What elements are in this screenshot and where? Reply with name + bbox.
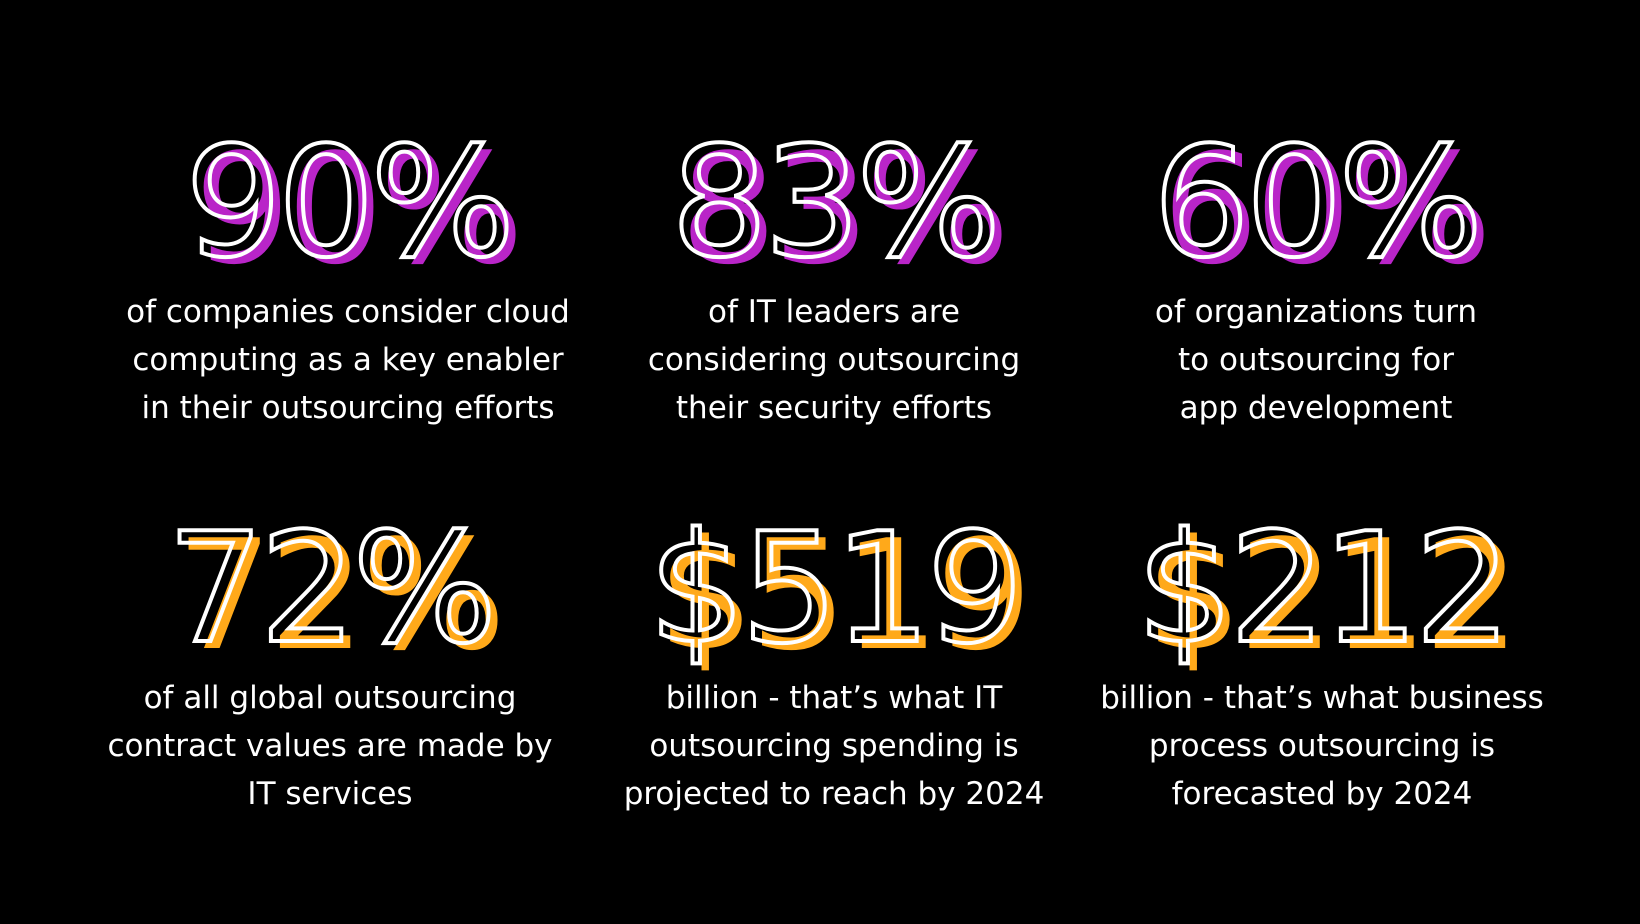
stat-caption: of all global outsourcing contract value… [107, 680, 553, 812]
stat-value-outline: 60% [1151, 114, 1485, 291]
stat-value: 83% 83% [574, 114, 1094, 291]
stat-it-outsourcing-spending: $519 $519 billion - that’s what IT outso… [574, 500, 1094, 818]
stat-value-shadow: $519 [657, 507, 1033, 684]
stat-security-outsourcing: 83% 83% of IT leaders are considering ou… [574, 114, 1094, 432]
stat-cloud-computing: 90% 90% of companies consider cloud comp… [88, 114, 608, 432]
stat-value: 72% 72% [70, 500, 590, 677]
stat-value-shadow: 60% [1162, 121, 1492, 298]
stat-caption: of IT leaders are considering outsourcin… [647, 294, 1021, 426]
stat-value-shadow: 72% [176, 507, 506, 684]
stat-caption: billion - that’s what IT outsourcing spe… [623, 680, 1045, 812]
stat-value-outline: $212 [1135, 500, 1514, 677]
stat-value: $212 $212 [1062, 500, 1582, 677]
stat-it-services: 72% 72% of all global outsourcing contra… [70, 500, 590, 818]
stat-caption: billion - that’s what business process o… [1100, 680, 1544, 812]
stat-value-outline: 72% [165, 500, 499, 677]
stat-caption: of companies consider cloud computing as… [126, 294, 570, 426]
stat-value-outline: $519 [647, 500, 1026, 677]
stat-value-shadow: 83% [680, 121, 1010, 298]
stat-value-outline: 83% [669, 114, 1003, 291]
stat-business-process-outsourcing: $212 $212 billion - that’s what business… [1062, 500, 1582, 818]
stat-value: 60% 60% [1056, 114, 1576, 291]
stat-value-outline: 90% [183, 114, 517, 291]
stat-value: $519 $519 [574, 500, 1094, 677]
stat-value: 90% 90% [88, 114, 608, 291]
stat-value-shadow: $212 [1145, 507, 1521, 684]
stat-app-development: 60% 60% of organizations turn to outsour… [1056, 114, 1576, 432]
stat-caption: of organizations turn to outsourcing for… [1154, 294, 1478, 426]
stat-value-shadow: 90% [194, 121, 524, 298]
